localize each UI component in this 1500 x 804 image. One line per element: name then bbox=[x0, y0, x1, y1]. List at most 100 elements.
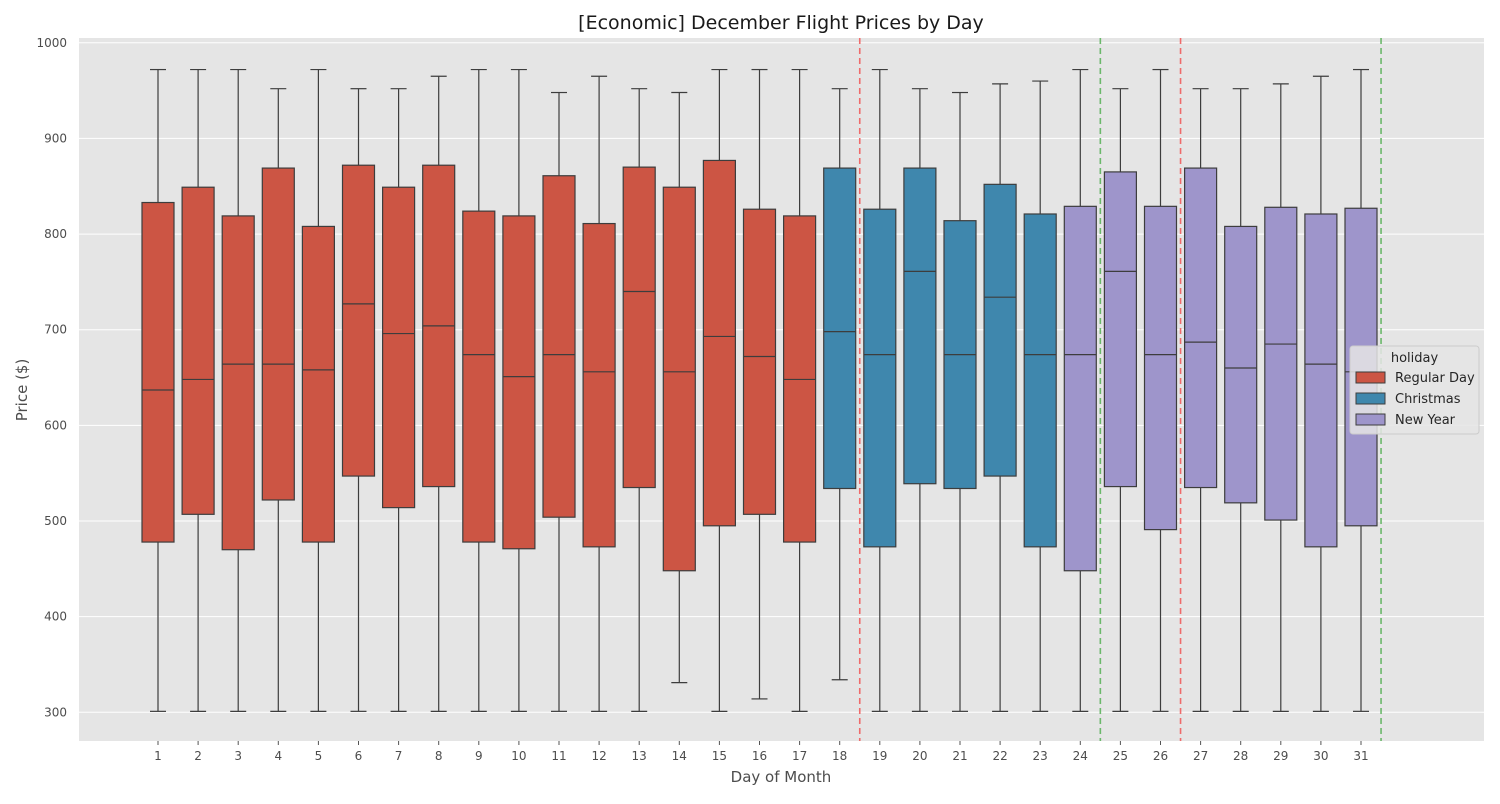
box-day-26 bbox=[1143, 68, 1178, 712]
box-iqr bbox=[261, 167, 295, 501]
x-tick-label: 27 bbox=[1193, 749, 1208, 763]
box-iqr bbox=[1143, 205, 1178, 531]
x-tick-label: 4 bbox=[274, 749, 282, 763]
box-day-25 bbox=[1103, 88, 1138, 712]
box-day-20 bbox=[903, 88, 937, 712]
box-day-15 bbox=[702, 68, 737, 712]
box-iqr bbox=[1063, 205, 1097, 572]
x-tick-label: 12 bbox=[591, 749, 606, 763]
x-tick-label: 20 bbox=[912, 749, 927, 763]
x-tick-label: 11 bbox=[551, 749, 566, 763]
box-day-2 bbox=[181, 68, 215, 712]
box-iqr bbox=[542, 175, 576, 518]
x-tick-label: 26 bbox=[1153, 749, 1168, 763]
x-tick-label: 10 bbox=[511, 749, 526, 763]
box-iqr bbox=[582, 222, 616, 548]
box-day-29 bbox=[1264, 83, 1298, 712]
box-iqr bbox=[823, 167, 857, 490]
box-day-18 bbox=[823, 88, 857, 681]
legend-label: New Year bbox=[1395, 413, 1456, 428]
box-iqr bbox=[863, 208, 897, 548]
legend-title: holiday bbox=[1391, 351, 1439, 366]
x-tick-label: 3 bbox=[234, 749, 242, 763]
x-tick-label: 19 bbox=[872, 749, 887, 763]
box-iqr bbox=[141, 201, 175, 543]
box-iqr bbox=[1264, 206, 1298, 521]
box-iqr bbox=[983, 183, 1017, 477]
legend-swatch bbox=[1355, 392, 1386, 405]
box-day-27 bbox=[1183, 88, 1218, 712]
box-day-21 bbox=[943, 91, 977, 712]
y-tick-label: 900 bbox=[44, 131, 67, 145]
x-tick-label: 9 bbox=[475, 749, 483, 763]
box-iqr bbox=[1183, 167, 1218, 489]
legend: holiday Regular Day Christmas New Year bbox=[1349, 345, 1480, 435]
box-day-19 bbox=[863, 68, 897, 712]
box-day-23 bbox=[1023, 80, 1057, 712]
legend-label: Christmas bbox=[1395, 392, 1461, 407]
box-day-11 bbox=[542, 91, 576, 712]
x-tick-label: 22 bbox=[992, 749, 1007, 763]
box-iqr bbox=[702, 159, 737, 527]
box-iqr bbox=[1103, 171, 1138, 488]
y-tick-label: 800 bbox=[44, 227, 67, 241]
y-tick-label: 600 bbox=[44, 418, 67, 432]
box-iqr bbox=[221, 215, 255, 551]
box-day-14 bbox=[662, 91, 696, 684]
box-day-22 bbox=[983, 83, 1017, 712]
box-day-28 bbox=[1224, 88, 1258, 712]
box-day-10 bbox=[502, 68, 536, 712]
box-day-12 bbox=[582, 75, 616, 712]
x-tick-label: 6 bbox=[355, 749, 363, 763]
box-iqr bbox=[662, 186, 696, 572]
box-iqr bbox=[382, 186, 416, 509]
y-tick-label: 700 bbox=[44, 323, 67, 337]
x-tick-label: 30 bbox=[1313, 749, 1328, 763]
x-tick-label: 24 bbox=[1073, 749, 1088, 763]
x-tick-label: 13 bbox=[632, 749, 647, 763]
x-tick-label: 8 bbox=[435, 749, 443, 763]
x-tick-label: 7 bbox=[395, 749, 403, 763]
x-tick-label: 28 bbox=[1233, 749, 1248, 763]
box-day-4 bbox=[261, 88, 295, 712]
box-day-8 bbox=[422, 75, 456, 712]
box-day-3 bbox=[221, 68, 255, 712]
box-day-30 bbox=[1304, 75, 1338, 712]
x-tick-label: 14 bbox=[672, 749, 687, 763]
x-axis-title: Day of Month bbox=[731, 768, 832, 786]
box-day-13 bbox=[622, 88, 656, 712]
x-tick-label: 1 bbox=[154, 749, 162, 763]
x-tick-label: 15 bbox=[712, 749, 727, 763]
box-day-7 bbox=[382, 88, 416, 712]
x-tick-label: 21 bbox=[952, 749, 967, 763]
x-tick-label: 2 bbox=[194, 749, 202, 763]
box-iqr bbox=[742, 208, 777, 515]
x-tick-label: 29 bbox=[1273, 749, 1288, 763]
x-tick-label: 16 bbox=[752, 749, 767, 763]
box-iqr bbox=[462, 210, 496, 543]
y-tick-label: 400 bbox=[44, 610, 67, 624]
box-iqr bbox=[903, 167, 937, 485]
y-tick-label: 300 bbox=[44, 705, 67, 719]
y-tick-label: 1000 bbox=[36, 36, 67, 50]
box-iqr bbox=[301, 225, 335, 543]
x-tick-label: 25 bbox=[1113, 749, 1128, 763]
box-iqr bbox=[622, 166, 656, 489]
box-iqr bbox=[341, 164, 376, 477]
box-day-9 bbox=[462, 68, 496, 712]
y-axis-title: Price ($) bbox=[13, 359, 31, 422]
box-day-5 bbox=[301, 68, 335, 712]
x-tick-label: 5 bbox=[315, 749, 323, 763]
box-iqr bbox=[1023, 213, 1057, 548]
box-iqr bbox=[181, 186, 215, 515]
x-tick-label: 18 bbox=[832, 749, 847, 763]
legend-label: Regular Day bbox=[1395, 371, 1475, 386]
legend-swatch bbox=[1355, 413, 1386, 426]
box-iqr bbox=[502, 215, 536, 550]
x-tick-label: 31 bbox=[1353, 749, 1368, 763]
box-day-1 bbox=[141, 68, 175, 712]
box-day-17 bbox=[782, 68, 817, 712]
